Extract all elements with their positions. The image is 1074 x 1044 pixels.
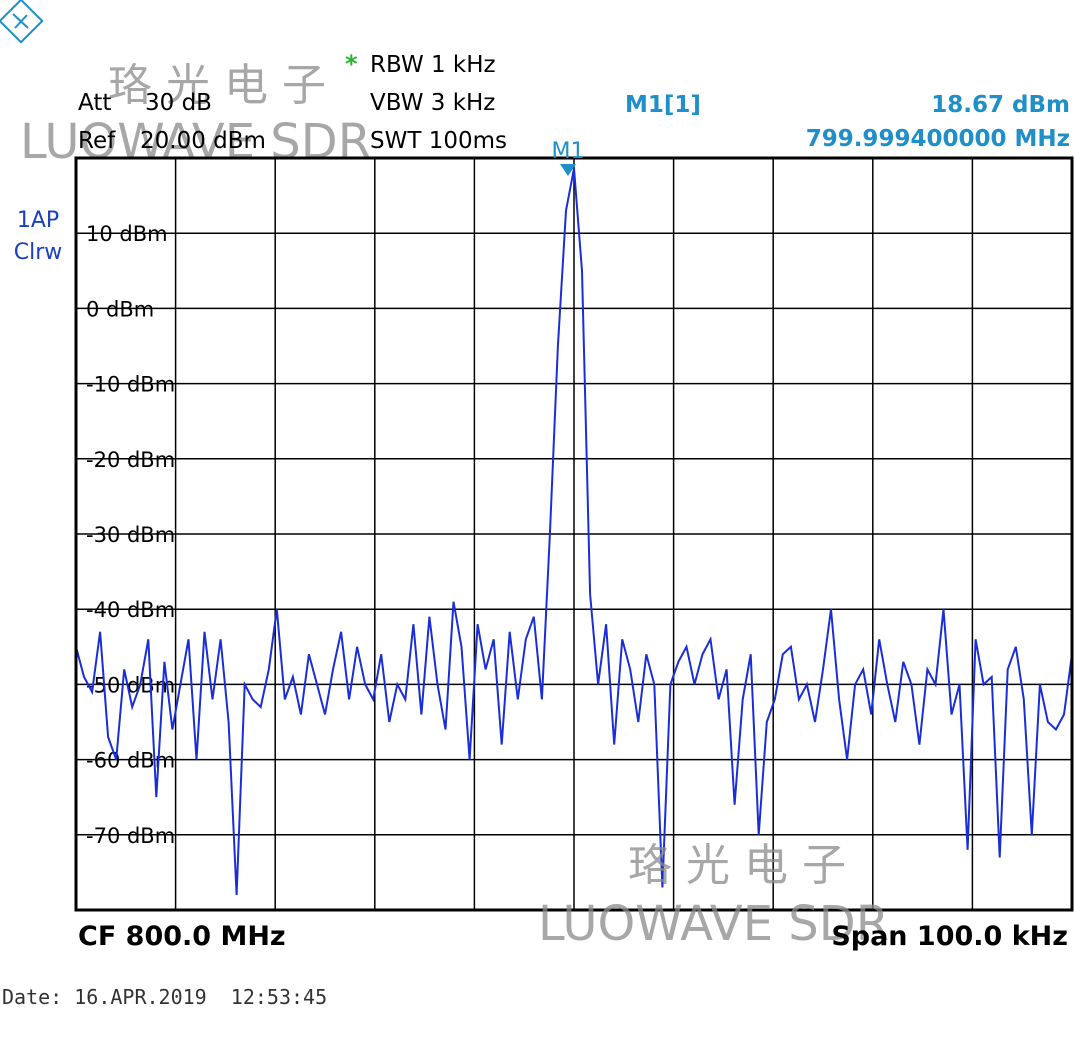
y-tick-label: -40 dBm (86, 598, 175, 622)
watermark: 珞光电子 (108, 60, 340, 111)
date: Date: 16.APR.2019 12:53:45 (2, 985, 327, 1009)
marker-label: M1 (552, 139, 585, 164)
logo (0, 0, 44, 44)
y-tick-label: -60 dBm (86, 749, 175, 773)
span: Span 100.0 kHz (831, 921, 1068, 952)
marker (560, 164, 577, 177)
y-tick-label: 0 dBm (86, 297, 154, 321)
y-tick-label: 10 dBm (86, 222, 168, 246)
ref: 20.00 dBm (140, 128, 266, 154)
swt: SWT 100ms (370, 128, 507, 154)
vbw: VBW 3 kHz (370, 90, 495, 116)
watermark: LUOWAVE SDR (538, 896, 889, 952)
center-frequency: CF 800.0 MHz (78, 921, 286, 952)
marker-value: 18.67 dBm (931, 92, 1070, 118)
trace-mode: Clrw (14, 240, 63, 265)
watermark: LUOWAVE SDR (20, 114, 371, 170)
trace (75, 168, 1073, 896)
trace-label: 1AP (17, 208, 59, 233)
y-tick-label: -50 dBm (86, 673, 175, 697)
y-tick-label: -10 dBm (86, 373, 175, 397)
rbw: RBW 1 kHz (370, 52, 496, 78)
y-tick-label: -70 dBm (86, 824, 175, 848)
marker-readout: M1[1] (625, 92, 701, 118)
att-label: Att (78, 90, 111, 116)
rbw-flag: * (345, 50, 358, 78)
plot: 10 dBm 0 dBm -10 dBm -20 dBm -30 dBm -40 dBm -… (74, 139, 1074, 912)
plot-frame (74, 156, 1074, 912)
att: 30 dB (145, 90, 212, 116)
y-tick-label: -30 dBm (86, 523, 175, 547)
ref-label: Ref (78, 128, 116, 154)
y-tick-label: -20 dBm (86, 448, 175, 472)
marker-frequency: 799.999400000 MHz (806, 126, 1070, 152)
watermark: 珞光电子 (628, 840, 860, 891)
